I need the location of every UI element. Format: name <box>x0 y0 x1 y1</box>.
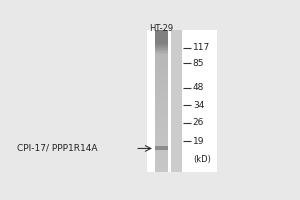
Bar <box>155 55 168 57</box>
Bar <box>155 154 168 156</box>
Bar <box>155 72 168 74</box>
Text: HT-29: HT-29 <box>149 24 173 33</box>
Bar <box>155 37 168 39</box>
Bar <box>155 51 168 53</box>
Bar <box>155 69 168 71</box>
Bar <box>155 108 168 110</box>
Text: CPI-17/ PPP1R14A: CPI-17/ PPP1R14A <box>17 144 98 153</box>
Text: 26: 26 <box>193 118 204 127</box>
Bar <box>155 49 168 51</box>
Bar <box>171 30 182 172</box>
Bar <box>155 87 168 89</box>
Bar <box>155 161 168 163</box>
Bar <box>155 124 168 126</box>
Bar <box>155 79 168 82</box>
Bar <box>155 102 168 105</box>
Bar <box>155 115 168 117</box>
Bar <box>155 145 168 147</box>
Bar <box>155 78 168 80</box>
Bar <box>155 64 168 66</box>
Bar <box>155 67 168 69</box>
Bar <box>155 85 168 87</box>
Bar <box>155 125 168 128</box>
Bar <box>155 111 168 113</box>
Bar <box>155 147 168 149</box>
Text: (kD): (kD) <box>193 155 211 164</box>
Bar <box>155 99 168 101</box>
Bar <box>155 88 168 90</box>
Bar <box>155 48 168 50</box>
Bar <box>155 39 168 41</box>
Bar <box>155 149 168 151</box>
Bar <box>155 134 168 136</box>
Bar <box>155 56 168 58</box>
Bar <box>155 32 168 34</box>
Bar <box>155 74 168 76</box>
Bar <box>155 141 168 144</box>
Bar <box>155 110 168 112</box>
Bar <box>155 146 168 150</box>
Bar <box>155 97 168 99</box>
Bar <box>155 136 168 138</box>
Bar <box>155 30 168 32</box>
Bar <box>155 163 168 165</box>
Bar <box>155 113 168 115</box>
Bar <box>155 122 168 124</box>
Bar <box>155 65 168 67</box>
Bar <box>155 53 168 55</box>
Bar <box>155 46 168 48</box>
Bar <box>155 138 168 140</box>
Bar <box>155 71 168 73</box>
Bar <box>155 101 168 103</box>
Bar <box>155 35 168 37</box>
Text: 19: 19 <box>193 137 204 146</box>
Bar <box>155 129 168 131</box>
Text: 85: 85 <box>193 59 204 68</box>
Bar <box>155 170 168 172</box>
Bar <box>155 104 168 106</box>
Bar <box>155 140 168 142</box>
Bar <box>155 127 168 129</box>
Bar <box>155 81 168 83</box>
Bar <box>155 152 168 154</box>
Bar <box>155 133 168 135</box>
Bar <box>155 40 168 43</box>
Bar <box>155 92 168 94</box>
Bar <box>155 106 168 108</box>
Bar <box>155 150 168 152</box>
Bar <box>155 33 168 35</box>
Bar <box>155 76 168 78</box>
Bar <box>155 42 168 44</box>
Bar <box>155 118 168 120</box>
Text: 48: 48 <box>193 83 204 92</box>
Bar <box>155 94 168 96</box>
Bar <box>155 143 168 145</box>
Bar <box>155 58 168 60</box>
Bar <box>155 120 168 122</box>
Text: 34: 34 <box>193 101 204 110</box>
Bar <box>155 157 168 159</box>
Bar <box>155 168 168 170</box>
Bar <box>155 159 168 161</box>
Bar <box>155 156 168 158</box>
Bar <box>155 62 168 64</box>
Bar <box>147 30 217 172</box>
Bar <box>155 166 168 168</box>
Bar <box>155 131 168 133</box>
Bar <box>155 117 168 119</box>
Bar <box>155 164 168 167</box>
Bar <box>155 60 168 62</box>
Bar <box>155 44 168 46</box>
Bar <box>155 95 168 97</box>
Bar <box>155 90 168 92</box>
Bar <box>155 83 168 85</box>
Text: 117: 117 <box>193 43 210 52</box>
